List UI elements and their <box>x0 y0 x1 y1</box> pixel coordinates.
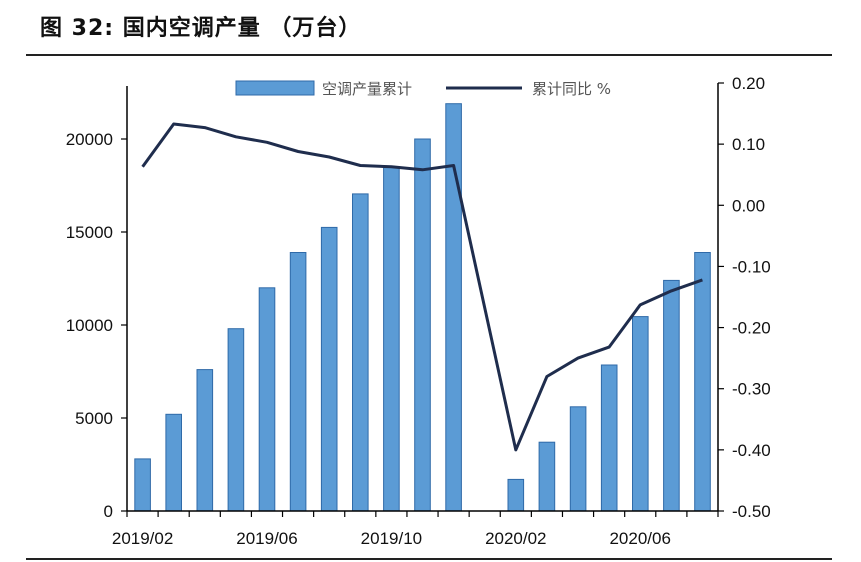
bar-2020/03 <box>538 441 556 512</box>
bar-2019/09 <box>352 193 369 512</box>
left-tick-label: 20000 <box>66 130 113 149</box>
bar-2020/06 <box>632 316 649 512</box>
bar-2019/06 <box>258 287 276 512</box>
right-tick-label: 0.20 <box>732 74 765 93</box>
left-tick-label: 5000 <box>75 409 113 428</box>
line-series <box>141 122 703 452</box>
yoy-line <box>141 122 703 452</box>
bar-2020/08 <box>694 252 711 512</box>
right-tick-label: 0.10 <box>732 135 765 154</box>
x-tick-label: 2019/02 <box>112 529 173 548</box>
bar-2020/07 <box>663 279 680 512</box>
legend-bar-swatch <box>235 80 315 96</box>
bar-series <box>134 103 711 512</box>
right-tick-label: -0.10 <box>732 257 771 276</box>
bottom-rule <box>26 558 832 560</box>
x-tick-label: 2019/10 <box>361 529 422 548</box>
legend-line-label: 累计同比 % <box>532 80 611 98</box>
bar-2019/10 <box>383 166 400 512</box>
bar-2020/02 <box>507 478 525 512</box>
right-tick-label: -0.50 <box>732 502 771 521</box>
right-tick-label: 0.00 <box>732 196 765 215</box>
x-tick-label: 2020/06 <box>609 529 670 548</box>
legend: 空调产量累计 累计同比 % <box>235 80 611 98</box>
bar-2020/04 <box>569 406 587 512</box>
bar-2019/11 <box>414 138 431 512</box>
figure-title: 图 32: 国内空调产量 （万台） <box>40 16 362 41</box>
bar-2019/08 <box>320 226 338 512</box>
bar-2019/03 <box>165 413 182 512</box>
bar-2020/05 <box>600 364 618 512</box>
bar-2019/04 <box>196 369 214 512</box>
right-tick-label: -0.30 <box>732 380 771 399</box>
bar-2019/02 <box>134 458 151 512</box>
bar-2019/05 <box>227 328 245 512</box>
left-tick-label: 15000 <box>66 223 113 242</box>
right-tick-label: -0.20 <box>732 319 771 338</box>
left-tick-label: 0 <box>104 502 113 521</box>
legend-bar-label: 空调产量累计 <box>322 80 412 98</box>
right-tick-label: -0.40 <box>732 441 771 460</box>
x-tick-label: 2019/06 <box>236 529 297 548</box>
bar-2019/07 <box>289 252 307 512</box>
axes: 0 5000 10000 15000 20000 0.20 0.10 0.00 -0.10 -0.… <box>66 74 771 548</box>
left-tick-label: 10000 <box>66 316 113 335</box>
x-tick-label: 2020/02 <box>485 529 546 548</box>
top-rule <box>26 54 832 56</box>
